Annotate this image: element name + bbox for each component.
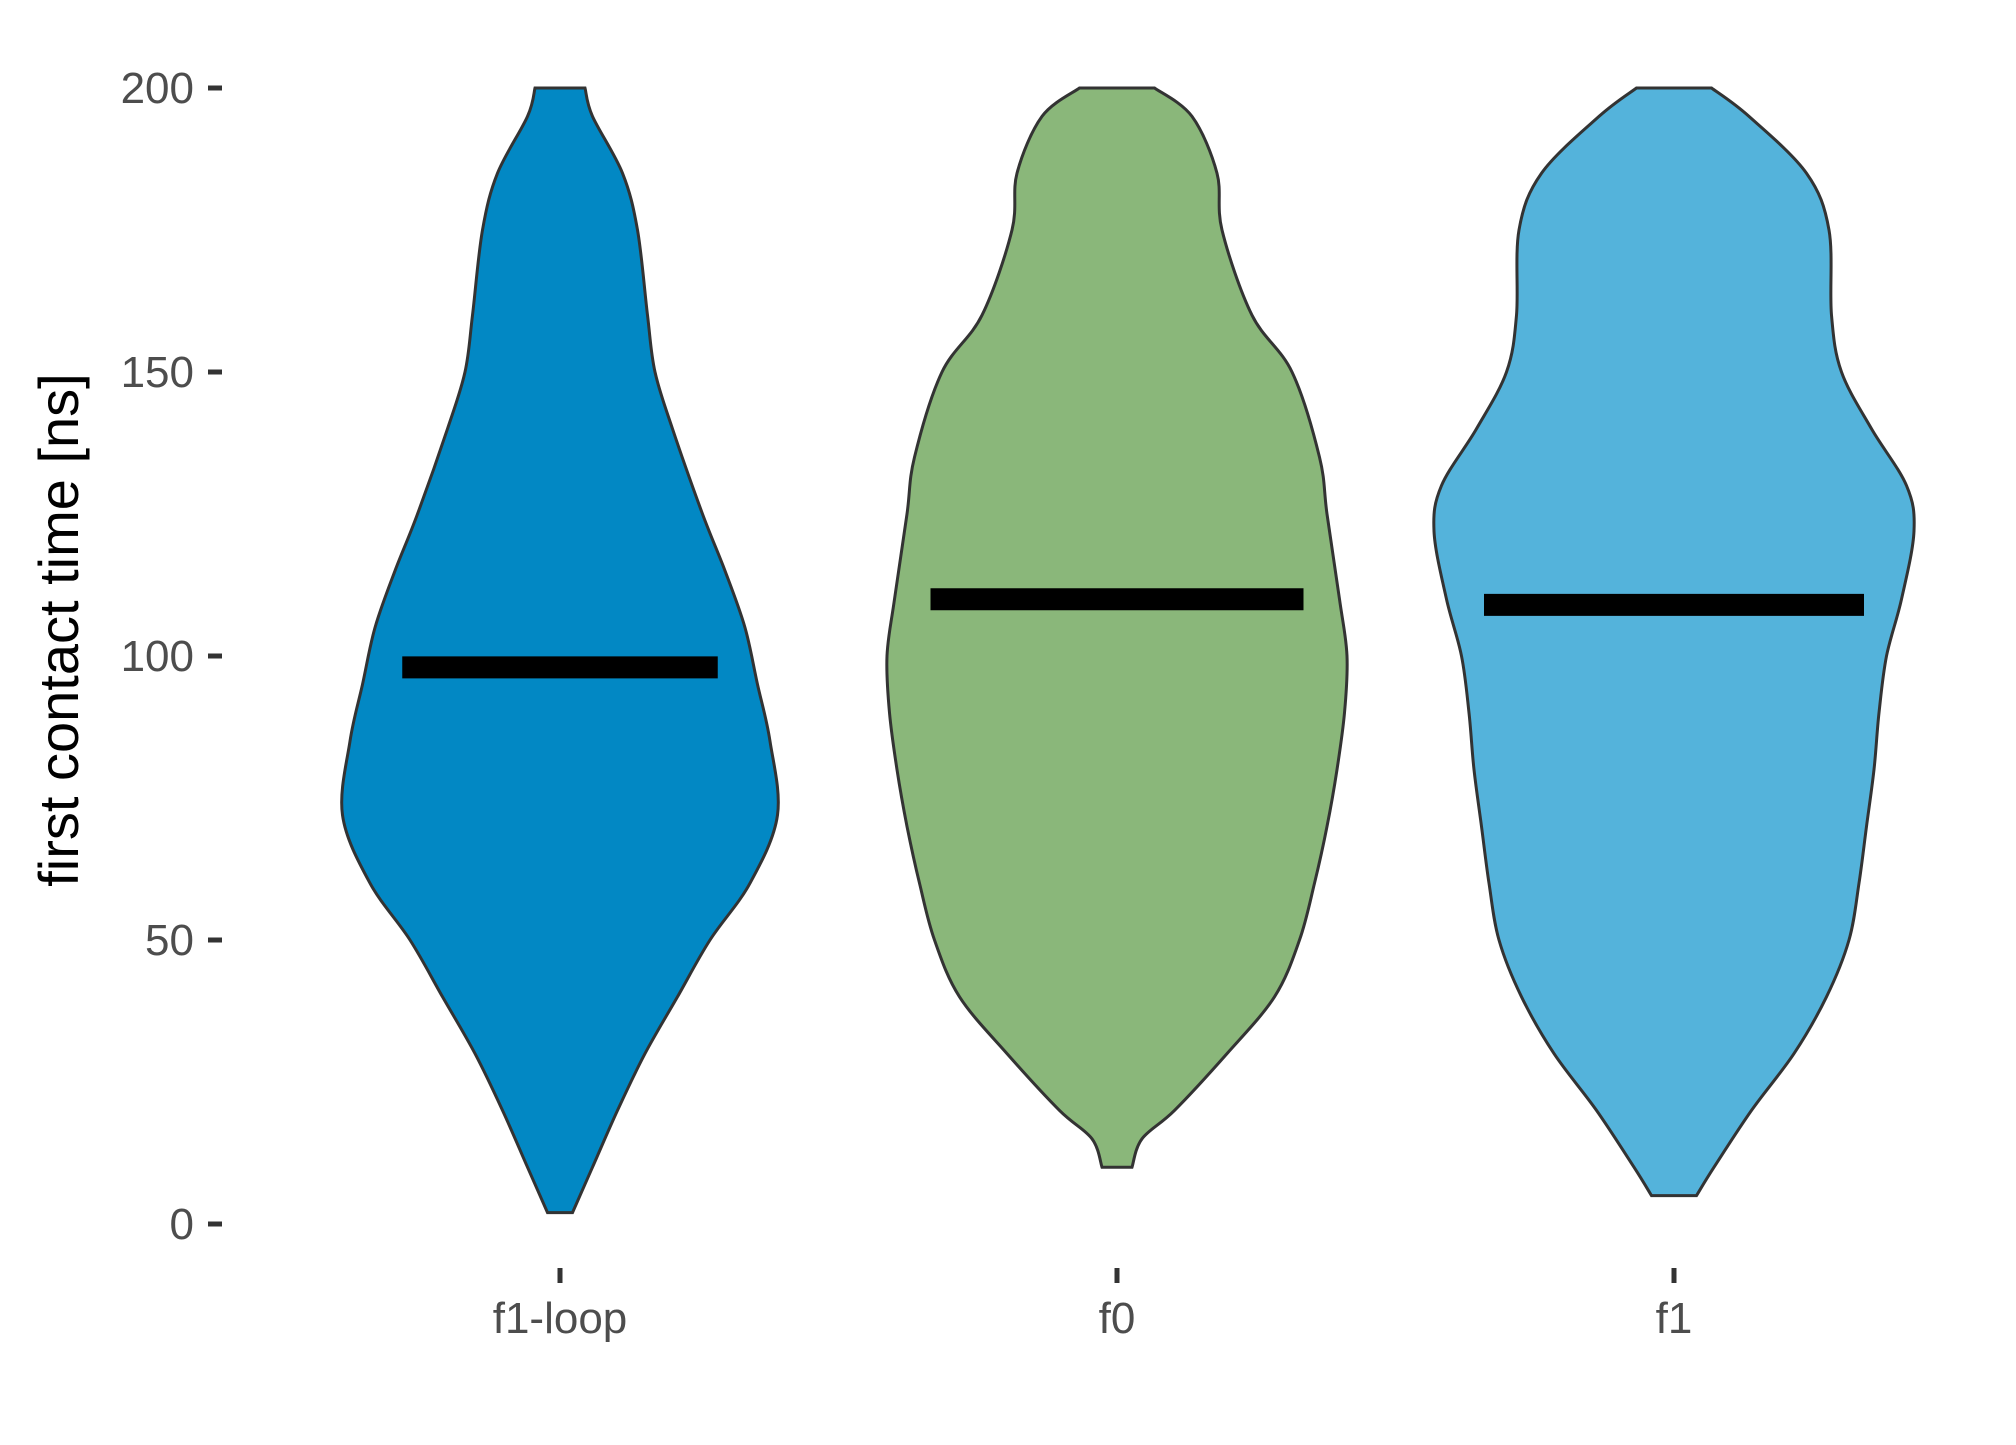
- x-tick-label-f1-loop: f1-loop: [493, 1294, 628, 1343]
- y-axis: 0 50 100 150 200: [121, 64, 222, 1249]
- x-tick-label-f0: f0: [1099, 1294, 1136, 1343]
- y-tick-label-100: 100: [121, 632, 194, 681]
- y-tick-label-50: 50: [145, 916, 194, 965]
- medians-group: [402, 588, 1864, 679]
- y-axis-title: first contact time [ns]: [27, 373, 90, 887]
- y-tick-label-150: 150: [121, 348, 194, 397]
- violin-f1-loop: [340, 86, 780, 1215]
- y-tick-label-0: 0: [170, 1200, 194, 1249]
- x-tick-label-f1: f1: [1656, 1294, 1693, 1343]
- violin-f0: [885, 86, 1349, 1169]
- violins-group: [340, 86, 1916, 1215]
- violin-f1: [1432, 86, 1916, 1198]
- y-tick-label-200: 200: [121, 64, 194, 113]
- x-axis: f1-loop f0 f1: [493, 1268, 1693, 1343]
